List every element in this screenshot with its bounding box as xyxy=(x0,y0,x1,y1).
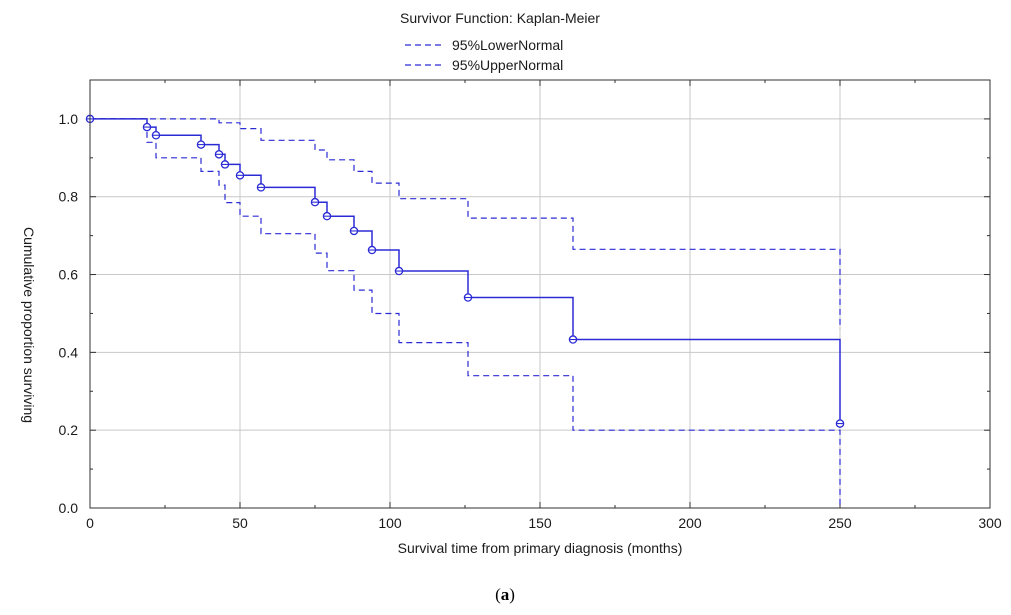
caption-close: ) xyxy=(509,585,515,604)
x-tick-label: 150 xyxy=(528,515,552,531)
y-tick-label: 0.4 xyxy=(59,344,79,360)
y-tick-label: 0.8 xyxy=(59,189,79,205)
y-tick-label: 0.2 xyxy=(59,422,79,438)
y-axis-label: Cumulative proportion surviving xyxy=(21,227,37,423)
x-tick-label: 100 xyxy=(378,515,402,531)
x-tick-label: 50 xyxy=(232,515,248,531)
censor-marker-layer xyxy=(85,114,845,428)
x-tick-label: 250 xyxy=(828,515,852,531)
x-axis-label: Survival time from primary diagnosis (mo… xyxy=(398,540,683,556)
series-line-kaplan-meier xyxy=(90,118,841,424)
series-line-upper-ci xyxy=(90,118,841,329)
chart-title: Survivor Function: Kaplan-Meier xyxy=(400,10,600,26)
panel-caption: (a) xyxy=(495,585,515,604)
y-tick-label: 0.6 xyxy=(59,267,79,283)
x-tick-label: 200 xyxy=(678,515,702,531)
y-tick-label: 1.0 xyxy=(59,111,79,127)
plot-frame xyxy=(89,79,991,509)
caption-letter: a xyxy=(501,585,510,604)
caption-open: ( xyxy=(495,585,501,604)
x-tick-label: 300 xyxy=(978,515,1002,531)
legend: 95%LowerNormal 95%UpperNormal xyxy=(405,37,563,73)
legend-label-upper: 95%UpperNormal xyxy=(452,57,563,73)
tick-labels: 0 50 100 150 200 250 300 0.0 0.2 0.4 0.6 0.8 1.0 xyxy=(59,111,1002,531)
series-line-lower-ci xyxy=(90,118,841,508)
gridlines xyxy=(90,80,990,508)
x-tick-label: 0 xyxy=(86,515,94,531)
series-layer xyxy=(90,118,841,508)
legend-label-lower: 95%LowerNormal xyxy=(452,37,563,53)
y-tick-label: 0.0 xyxy=(59,500,79,516)
